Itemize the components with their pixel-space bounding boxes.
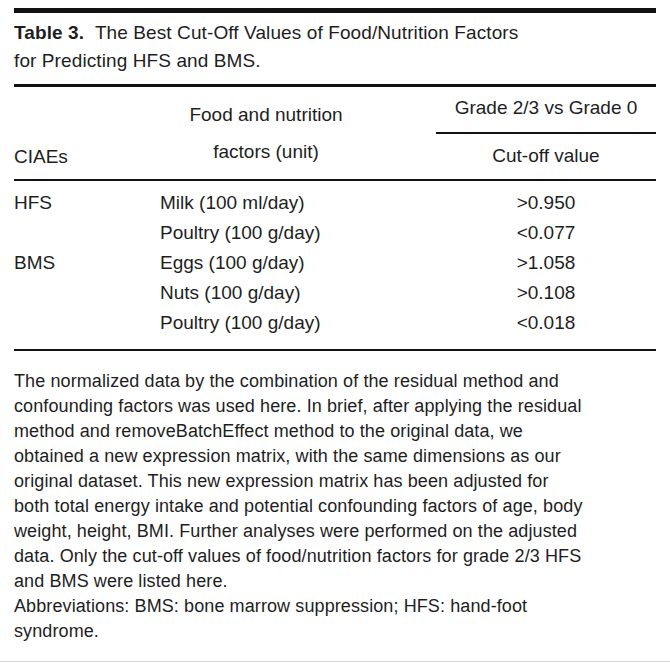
row-factor: Poultry (100 g/day) [160,222,436,244]
table-top-rule [14,8,656,13]
footnote-line: obtained a new expression matrix, with t… [14,444,656,469]
row-factor: Eggs (100 g/day) [160,252,436,274]
table-body: HFS Milk (100 ml/day) >0.950 Poultry (10… [14,181,656,349]
caption-line-1: Table 3. The Best Cut-Off Values of Food… [14,19,656,47]
footnote-line: weight, height, BMI. Further analyses we… [14,519,656,544]
row-ciae: BMS [14,252,160,274]
row-cutoff: >0.950 [436,192,656,214]
footnote-line: original dataset. This new expression ma… [14,469,656,494]
caption-line-2: for Predicting HFS and BMS. [14,47,656,75]
table-row: Poultry (100 g/day) <0.077 [14,218,656,248]
footnote-line: data. Only the cut-off values of food/nu… [14,544,656,569]
row-cutoff: >1.058 [436,252,656,274]
header-food-line1: Food and nutrition [160,104,372,126]
footnote-line: confounding factors was used here. In br… [14,394,656,419]
header-food-line2: factors (unit) [160,141,372,163]
footnote-line: and BMS were listed here. [14,569,656,594]
footnote-line: both total energy intake and potential c… [14,494,656,519]
row-cutoff: <0.077 [436,222,656,244]
header-cutoff-label: Cut-off value [436,145,656,167]
table-figure: Table 3. The Best Cut-Off Values of Food… [14,0,656,644]
caption-text-1: The Best Cut-Off Values of Food/Nutritio… [95,22,518,43]
table-row: BMS Eggs (100 g/day) >1.058 [14,248,656,278]
row-factor: Nuts (100 g/day) [160,282,436,304]
table-row: Nuts (100 g/day) >0.108 [14,278,656,308]
row-ciae: HFS [14,192,160,214]
grade-spanner-rule [436,132,656,134]
table-footnote: The normalized data by the combination o… [14,369,656,644]
footnote-line: syndrome. [14,619,656,644]
table-label: Table 3. [14,22,84,43]
body-bottom-rule [14,349,656,351]
table-row: HFS Milk (100 ml/day) >0.950 [14,188,656,218]
footnote-line: The normalized data by the combination o… [14,369,656,394]
row-cutoff: >0.108 [436,282,656,304]
table-caption: Table 3. The Best Cut-Off Values of Food… [14,19,656,75]
header-grade-group: Grade 2/3 vs Grade 0 Cut-off value [436,87,656,179]
row-factor: Milk (100 ml/day) [160,192,436,214]
footnote-line: method and removeBatchEffect method to t… [14,419,656,444]
header-ciaes: CIAEs [14,146,68,168]
header-grade-label: Grade 2/3 vs Grade 0 [436,97,656,119]
row-factor: Poultry (100 g/day) [160,312,436,334]
table-header: CIAEs Food and nutrition factors (unit) … [14,87,656,179]
row-cutoff: <0.018 [436,312,656,334]
footnote-line: Abbreviations: BMS: bone marrow suppress… [14,594,656,619]
table-row: Poultry (100 g/day) <0.018 [14,308,656,338]
page-bottom-hairline [0,661,670,662]
